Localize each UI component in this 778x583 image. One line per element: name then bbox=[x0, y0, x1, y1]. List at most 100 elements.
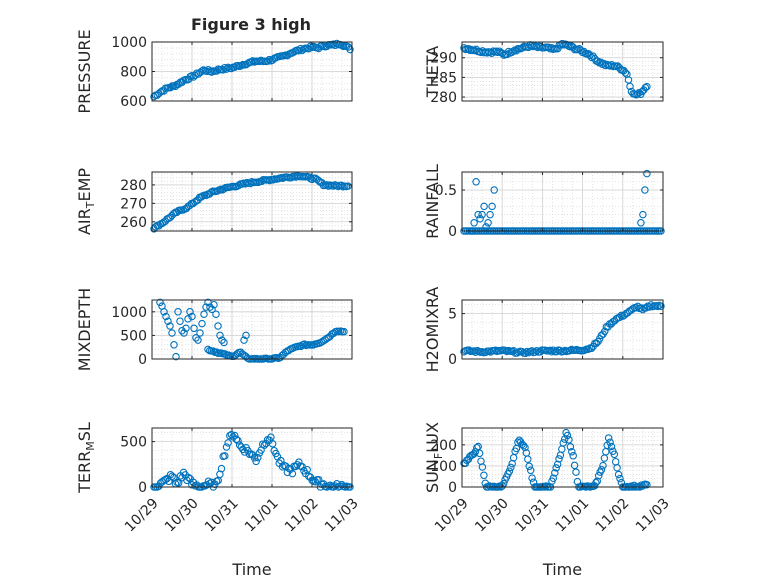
data-point bbox=[208, 305, 216, 314]
y-tick-label: 260 bbox=[120, 215, 147, 231]
data-point bbox=[234, 436, 242, 445]
data-point bbox=[278, 462, 287, 471]
data-point bbox=[237, 61, 246, 70]
data-point bbox=[614, 470, 623, 479]
data-point bbox=[226, 431, 234, 440]
y-axis-label: PRESSURE bbox=[75, 29, 94, 113]
data-point bbox=[653, 302, 662, 311]
data-point bbox=[587, 344, 596, 353]
x-axis-label: Time bbox=[231, 560, 271, 579]
axes-box bbox=[461, 427, 664, 488]
y-tick-label: 280 bbox=[120, 178, 147, 194]
data-point bbox=[531, 348, 539, 356]
data-point bbox=[597, 465, 606, 474]
data-point bbox=[265, 55, 274, 64]
data-point bbox=[182, 324, 190, 333]
axes-box bbox=[461, 41, 664, 102]
data-point bbox=[186, 308, 194, 316]
data-point bbox=[168, 329, 176, 337]
data-point bbox=[174, 479, 183, 487]
data-point bbox=[162, 312, 170, 321]
data-point bbox=[210, 300, 218, 309]
data-point bbox=[476, 214, 484, 223]
data-point bbox=[465, 346, 473, 354]
data-point bbox=[200, 310, 208, 318]
data-point bbox=[551, 469, 559, 477]
data-point bbox=[174, 308, 182, 316]
data-point bbox=[288, 469, 297, 478]
data-point bbox=[627, 482, 636, 490]
data-point bbox=[570, 461, 579, 470]
data-point bbox=[172, 352, 180, 361]
y-tick-label: 0 bbox=[448, 480, 457, 496]
data-point bbox=[220, 185, 228, 193]
y-tick-label: 100 bbox=[430, 459, 457, 475]
y-tick-label: 0 bbox=[138, 480, 147, 496]
data-point bbox=[196, 329, 204, 337]
data-point bbox=[242, 331, 250, 340]
y-tick-label: 1000 bbox=[111, 305, 147, 321]
data-point bbox=[521, 443, 529, 452]
data-point bbox=[260, 441, 269, 449]
y-tick-label: 0.5 bbox=[435, 183, 457, 199]
data-point bbox=[241, 180, 250, 188]
y-tick-label: 285 bbox=[430, 70, 457, 86]
data-point bbox=[306, 42, 315, 51]
data-point bbox=[594, 472, 603, 480]
data-point bbox=[559, 439, 568, 447]
data-point bbox=[565, 436, 573, 444]
data-point bbox=[212, 310, 220, 318]
chart-air_temp: 260 270 280 AIRTEMP bbox=[75, 168, 353, 235]
data-point bbox=[657, 302, 665, 310]
data-point bbox=[494, 48, 502, 57]
data-point bbox=[637, 304, 645, 312]
data-point bbox=[481, 348, 490, 357]
data-point bbox=[519, 441, 528, 450]
data-point bbox=[563, 431, 572, 440]
data-point bbox=[569, 452, 577, 460]
data-point bbox=[610, 450, 619, 459]
y-axis-label: THETA bbox=[423, 46, 442, 98]
data-point bbox=[514, 438, 522, 446]
data-point bbox=[176, 317, 184, 325]
data-point bbox=[558, 39, 567, 48]
data-point bbox=[478, 463, 487, 471]
data-point bbox=[212, 348, 221, 356]
data-point bbox=[566, 443, 575, 451]
data-point bbox=[474, 442, 482, 451]
plot-area bbox=[152, 300, 352, 359]
axes-box bbox=[151, 427, 353, 488]
data-point bbox=[593, 477, 602, 485]
data-point bbox=[156, 88, 165, 96]
data-point bbox=[222, 443, 231, 451]
data-point bbox=[254, 453, 262, 462]
data-point bbox=[207, 68, 216, 76]
data-point bbox=[160, 308, 168, 316]
data-point bbox=[547, 347, 556, 356]
data-point bbox=[344, 182, 352, 190]
y-tick-label: 270 bbox=[120, 196, 147, 212]
data-point bbox=[333, 39, 341, 48]
data-point bbox=[474, 210, 482, 219]
data-point bbox=[592, 478, 600, 487]
data-point bbox=[480, 202, 488, 211]
data-point bbox=[606, 438, 614, 447]
y-axis-label: AIRTEMP bbox=[75, 168, 97, 235]
data-point bbox=[542, 482, 550, 490]
data-point bbox=[478, 210, 486, 219]
data-point bbox=[287, 173, 295, 182]
data-point bbox=[303, 465, 311, 474]
data-point bbox=[170, 341, 178, 349]
data-point bbox=[568, 448, 576, 456]
y-tick-label: 600 bbox=[120, 94, 147, 110]
data-point bbox=[295, 46, 303, 55]
data-point bbox=[224, 439, 232, 447]
chart-h2omixra: 0 5 H2OMIXRA bbox=[423, 287, 665, 372]
data-point bbox=[258, 440, 267, 448]
data-point bbox=[300, 340, 309, 348]
y-tick-label: 800 bbox=[120, 65, 147, 81]
y-tick-label: 500 bbox=[120, 328, 147, 344]
data-point bbox=[194, 336, 202, 344]
